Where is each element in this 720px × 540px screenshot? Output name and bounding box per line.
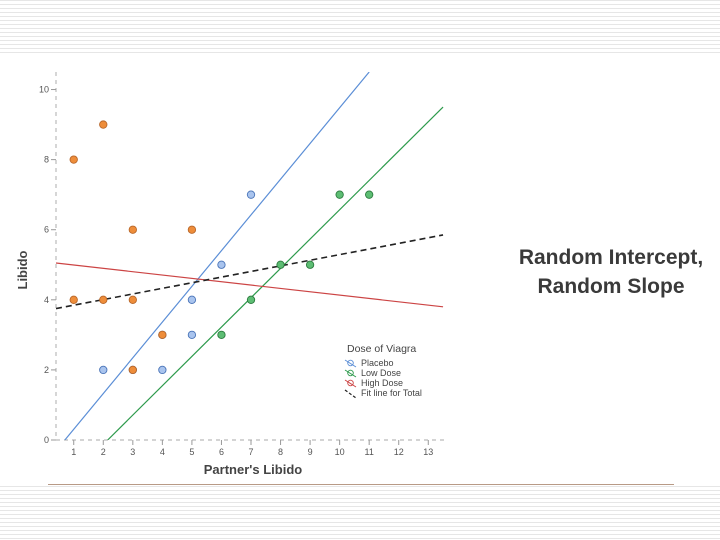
legend-entry-total: Fit line for Total [344, 388, 422, 399]
header-stripes [0, 0, 720, 56]
data-point-low [246, 295, 256, 304]
x-tick-label: 5 [189, 447, 194, 457]
data-point-high [187, 225, 197, 234]
x-tick-label: 1 [71, 447, 76, 457]
legend-swatch-line [344, 359, 357, 368]
x-tick-label: 10 [335, 447, 345, 457]
legend-entry-low: Low Dose [344, 368, 401, 378]
data-point-placebo [158, 365, 167, 375]
legend-label: High Dose [361, 378, 403, 388]
fit-line-placebo [64, 72, 370, 440]
legend-swatch-marker [347, 359, 354, 367]
data-point-high [69, 155, 78, 164]
slide-title-line1: Random Intercept, [518, 246, 704, 269]
legend-label: Low Dose [361, 368, 401, 378]
data-point-high [128, 295, 137, 304]
x-tick-label: 2 [101, 447, 106, 457]
legend-swatch-line [344, 389, 357, 399]
legend-label: Placebo [361, 358, 394, 368]
y-tick-label: 6 [44, 225, 49, 235]
x-tick-label: 3 [130, 447, 135, 457]
y-tick-label: 2 [44, 365, 49, 375]
legend-entry-high: High Dose [344, 378, 403, 388]
data-point-high [128, 365, 137, 375]
legend-swatch-line [344, 369, 357, 378]
data-point-high [99, 295, 108, 304]
x-tick-label: 6 [219, 447, 224, 457]
legend-swatch-marker [347, 379, 354, 387]
legend-entry-placebo: Placebo [344, 358, 394, 368]
data-point-high [128, 225, 137, 234]
data-point-low [217, 330, 226, 340]
x-tick-label: 7 [248, 447, 253, 457]
data-point-high [99, 120, 108, 129]
x-tick-label: 4 [160, 447, 165, 457]
x-tick-label: 13 [423, 447, 433, 457]
data-point-low [365, 190, 374, 199]
x-tick-label: 12 [394, 447, 404, 457]
x-tick-label: 11 [365, 447, 374, 457]
fit-line-low [107, 106, 444, 440]
data-point-placebo [217, 260, 226, 269]
data-point-placebo [187, 330, 197, 340]
legend-swatch-line [344, 379, 357, 388]
legend-label: Fit line for Total [361, 388, 422, 398]
fit-line-total [56, 234, 444, 310]
x-axis-label: Partner's Libido [204, 462, 302, 477]
y-tick-label: 0 [44, 435, 49, 445]
x-tick-label: 9 [308, 447, 313, 457]
data-point-placebo [99, 365, 108, 375]
data-point-low [276, 260, 285, 269]
slide-title: Random Intercept, Random Slope [500, 243, 720, 301]
data-point-high [69, 295, 78, 304]
y-tick-label: 4 [44, 295, 49, 305]
data-point-placebo [187, 295, 197, 304]
data-point-placebo [246, 190, 256, 199]
slide-title-line2: Random Slope [537, 275, 685, 298]
y-axis-label: Libido [15, 250, 30, 289]
footer-rule [48, 484, 674, 485]
data-point-low [335, 190, 344, 199]
footer-stripes [0, 486, 720, 540]
legend-swatch-marker [347, 369, 354, 377]
data-point-high [158, 330, 167, 340]
fit-line-high [56, 262, 444, 308]
legend-title: Dose of Viagra [347, 343, 416, 355]
y-tick-label: 10 [39, 85, 49, 95]
x-tick-label: 8 [278, 447, 283, 457]
y-tick-label: 8 [44, 155, 49, 165]
data-point-low [305, 260, 315, 269]
